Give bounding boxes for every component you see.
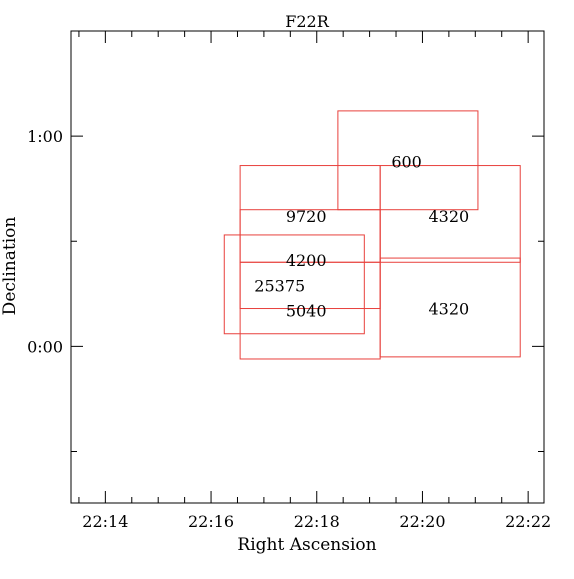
field-labels: 600 9720 4320 4200 25375 5040 4320 — [254, 152, 469, 320]
x-tick-label-3: 22:20 — [399, 512, 445, 531]
y-tick-label-1: 1:00 — [27, 127, 63, 146]
field-label-2: 4320 — [429, 207, 470, 226]
field-label-1: 9720 — [286, 207, 327, 226]
field-label-5: 5040 — [286, 302, 327, 321]
field-box-4 — [223, 234, 365, 335]
field-label-0: 600 — [391, 152, 422, 171]
field-box-0 — [337, 110, 479, 211]
field-label-6: 4320 — [429, 300, 470, 319]
y-axis-label: Declination — [0, 217, 20, 316]
axis-tick-labels: 22:14 22:16 22:18 22:20 22:22 0:00 1:00 — [27, 127, 551, 531]
chart-title: F22R — [285, 12, 329, 31]
axis-ticks — [71, 31, 544, 503]
field-box-6 — [379, 257, 521, 358]
field-boxes — [223, 110, 521, 360]
field-label-3: 4200 — [286, 251, 327, 270]
y-tick-label-0: 0:00 — [27, 337, 63, 356]
field-label-4: 25375 — [254, 276, 305, 295]
x-tick-label-2: 22:18 — [294, 512, 340, 531]
x-tick-label-1: 22:16 — [188, 512, 234, 531]
plot-frame — [70, 30, 545, 504]
x-axis-label: Right Ascension — [237, 535, 376, 555]
x-tick-label-0: 22:14 — [82, 512, 128, 531]
x-tick-label-4: 22:22 — [505, 512, 551, 531]
